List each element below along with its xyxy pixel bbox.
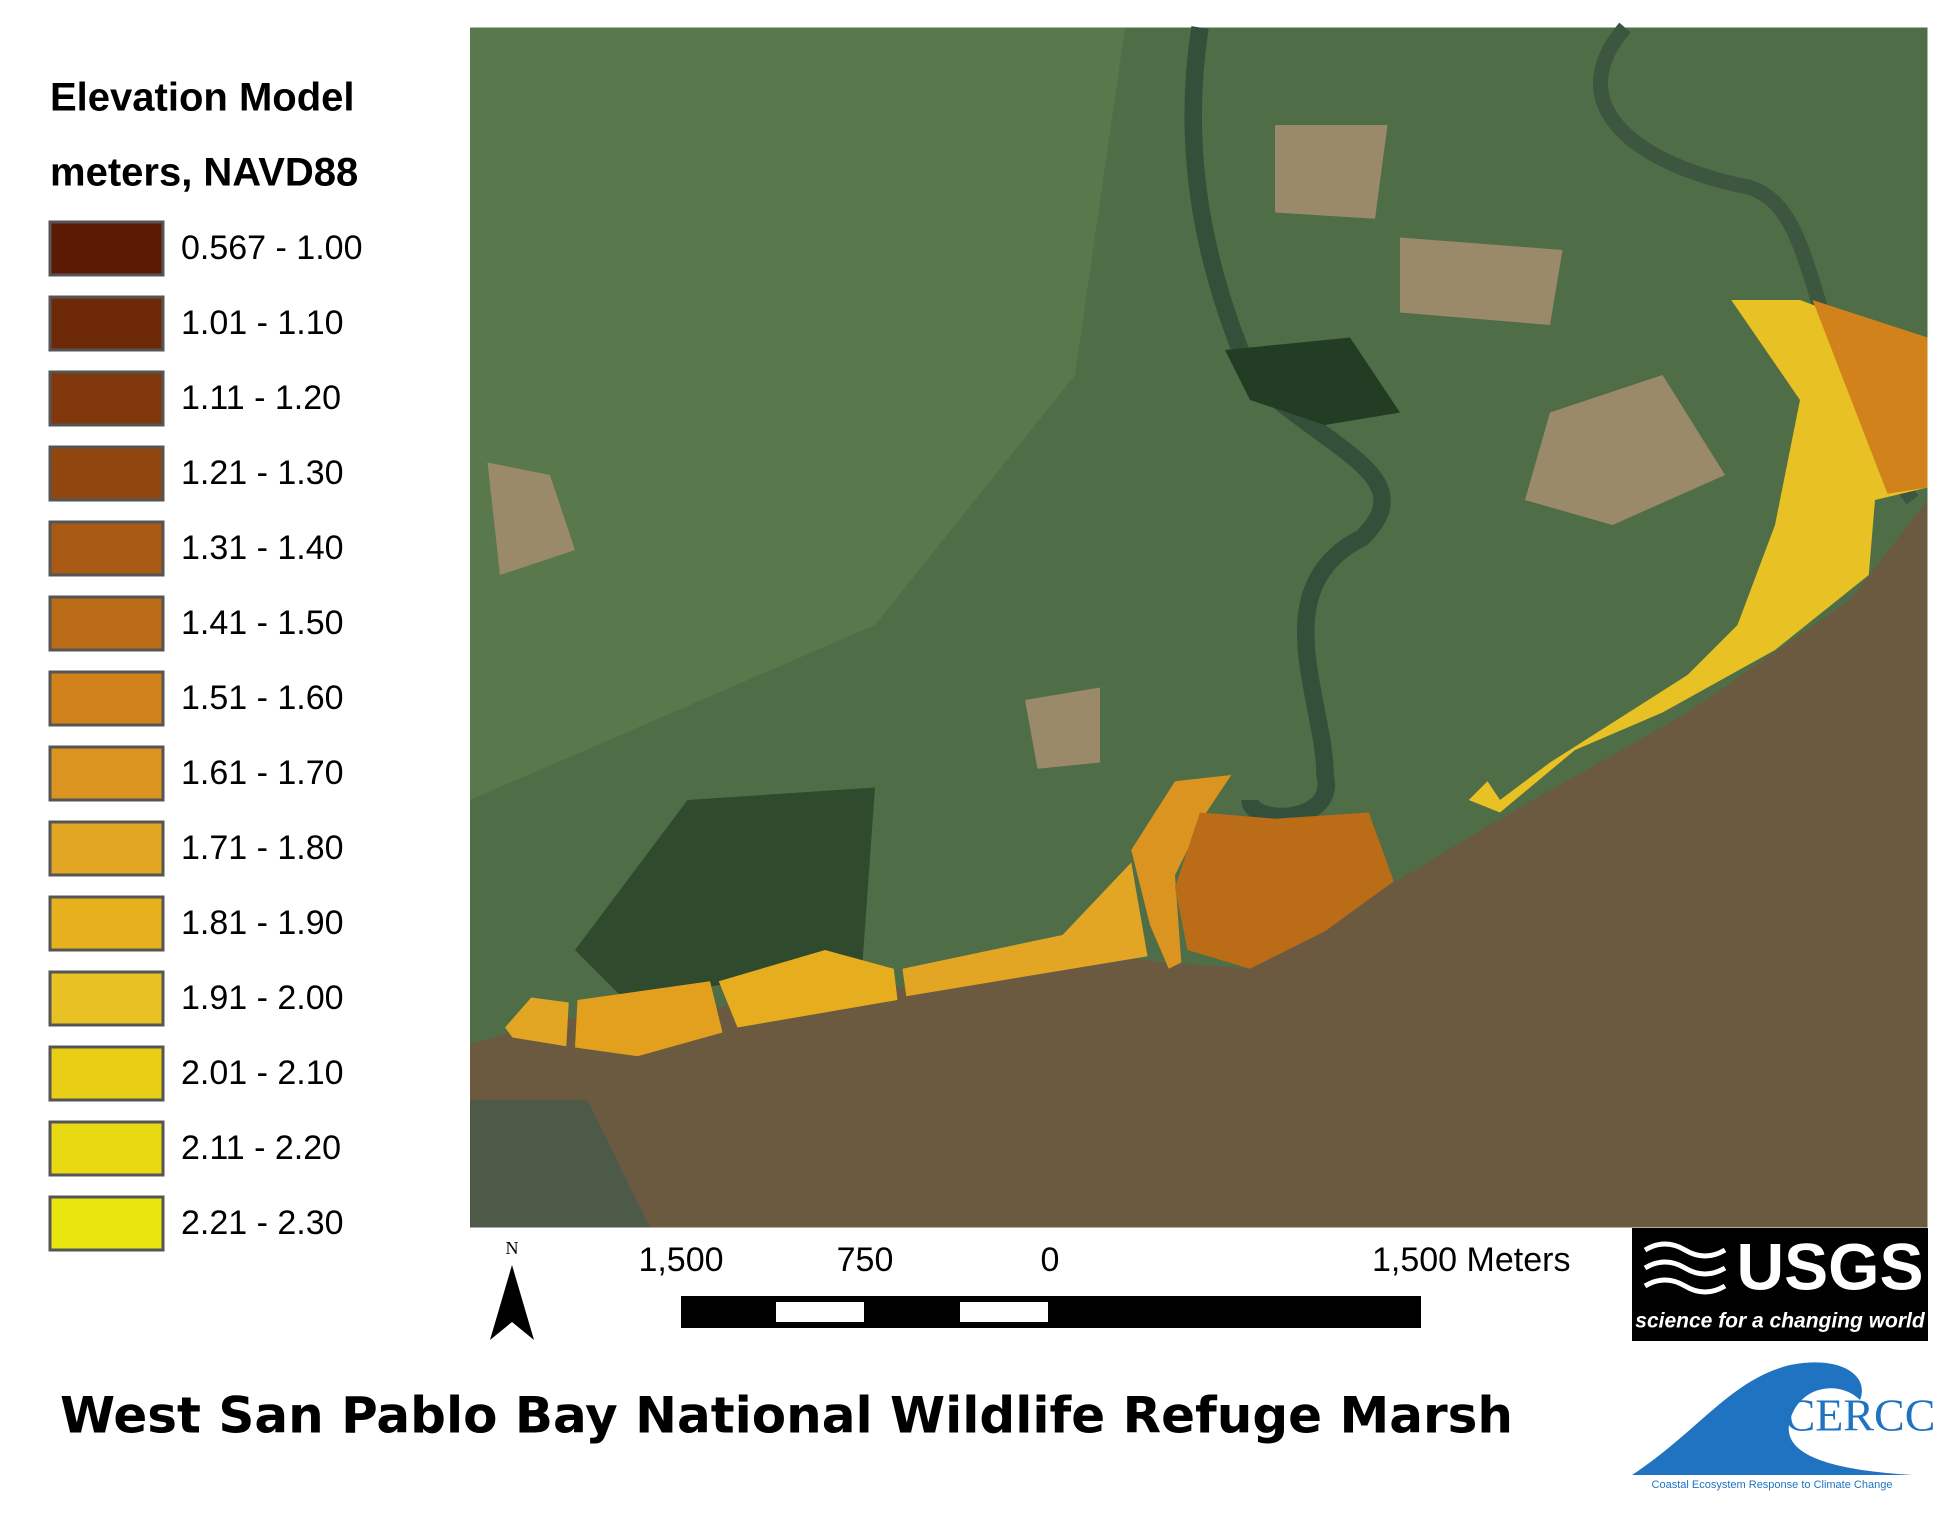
legend-swatch	[48, 445, 165, 502]
shore-land	[470, 1100, 650, 1228]
legend-swatch	[48, 820, 165, 877]
cercc-name: CERCC	[1785, 1390, 1936, 1441]
legend-swatch	[48, 1045, 165, 1102]
legend-label: 1.71 - 1.80	[181, 829, 344, 867]
cercc-tagline: Coastal Ecosystem Response to Climate Ch…	[1652, 1479, 1893, 1491]
marsh-polygon	[1468, 300, 1928, 813]
legend-label: 1.01 - 1.10	[181, 304, 344, 342]
legend-swatch	[48, 895, 165, 952]
legend: 0.567 - 1.00 1.01 - 1.10 1.11 - 1.20 1.21 -…	[48, 220, 362, 1252]
legend-label: 1.11 - 1.20	[181, 379, 341, 417]
marsh-polygon	[575, 981, 723, 1057]
usgs-tagline: science for a changing world	[1635, 1310, 1926, 1333]
marsh-polygon	[505, 997, 569, 1047]
legend-subtitle: meters, NAVD88	[50, 151, 358, 195]
map-title: West San Pablo Bay National Wildlife Ref…	[60, 1387, 1513, 1445]
scale-label: 0	[1041, 1241, 1060, 1279]
legend-swatch	[48, 370, 165, 427]
scale-label: 1,500	[638, 1241, 723, 1279]
legend-label: 1.31 - 1.40	[181, 529, 344, 567]
legend-label: 2.01 - 2.10	[181, 1054, 344, 1092]
scale-bar: 1,500 750 0 1,500 Meters	[638, 1241, 1570, 1328]
scale-label: 1,500 Meters	[1372, 1241, 1570, 1279]
legend-label: 1.51 - 1.60	[181, 679, 344, 717]
north-arrow-right	[512, 1265, 534, 1340]
usgs-waves	[1643, 1241, 1727, 1295]
elevation-model	[505, 300, 1928, 1057]
marsh-polygon	[718, 950, 898, 1028]
scale-label: 750	[837, 1241, 894, 1279]
legend-swatch	[48, 745, 165, 802]
marsh-polygon	[1175, 812, 1394, 969]
legend-label: 0.567 - 1.00	[181, 229, 362, 267]
marsh-vegetation	[575, 787, 875, 1000]
north-arrow: N	[490, 1238, 534, 1340]
map-frame	[470, 22, 1928, 1228]
usgs-name: USGS	[1736, 1229, 1923, 1303]
cercc-wave	[1632, 1362, 1913, 1475]
north-label: N	[506, 1238, 519, 1258]
fields	[487, 125, 1725, 769]
legend-label: 1.41 - 1.50	[181, 604, 344, 642]
legend-title: Elevation Model	[50, 76, 355, 120]
legend-swatch	[48, 220, 165, 277]
marsh-polygon	[902, 862, 1148, 997]
legend-swatch	[48, 1120, 165, 1177]
legend-label: 1.61 - 1.70	[181, 754, 344, 792]
legend-label: 2.11 - 2.20	[181, 1129, 341, 1167]
marsh-polygon	[1131, 775, 1232, 969]
legend-swatch	[48, 295, 165, 352]
bay	[470, 500, 1928, 1228]
cercc-logo: CERCC Coastal Ecosystem Response to Clim…	[1632, 1362, 1935, 1491]
pond	[1225, 337, 1400, 425]
legend-label: 1.91 - 2.00	[181, 979, 344, 1017]
legend-swatch	[48, 520, 165, 577]
slough	[1184, 26, 1391, 826]
legend-label: 2.21 - 2.30	[181, 1204, 344, 1242]
usgs-logo: USGS science for a changing world	[1632, 1228, 1928, 1341]
scale-bar-segment	[776, 1302, 864, 1322]
marsh-polygon	[1812, 300, 1928, 494]
north-arrow-left	[490, 1265, 512, 1340]
legend-swatch	[48, 670, 165, 727]
legend-label: 1.81 - 1.90	[181, 904, 344, 942]
legend-swatch	[48, 970, 165, 1027]
legend-swatch	[48, 1195, 165, 1252]
scale-bar-segment	[960, 1302, 1048, 1322]
legend-swatch	[48, 595, 165, 652]
legend-label: 1.21 - 1.30	[181, 454, 344, 492]
hills	[470, 27, 1125, 800]
